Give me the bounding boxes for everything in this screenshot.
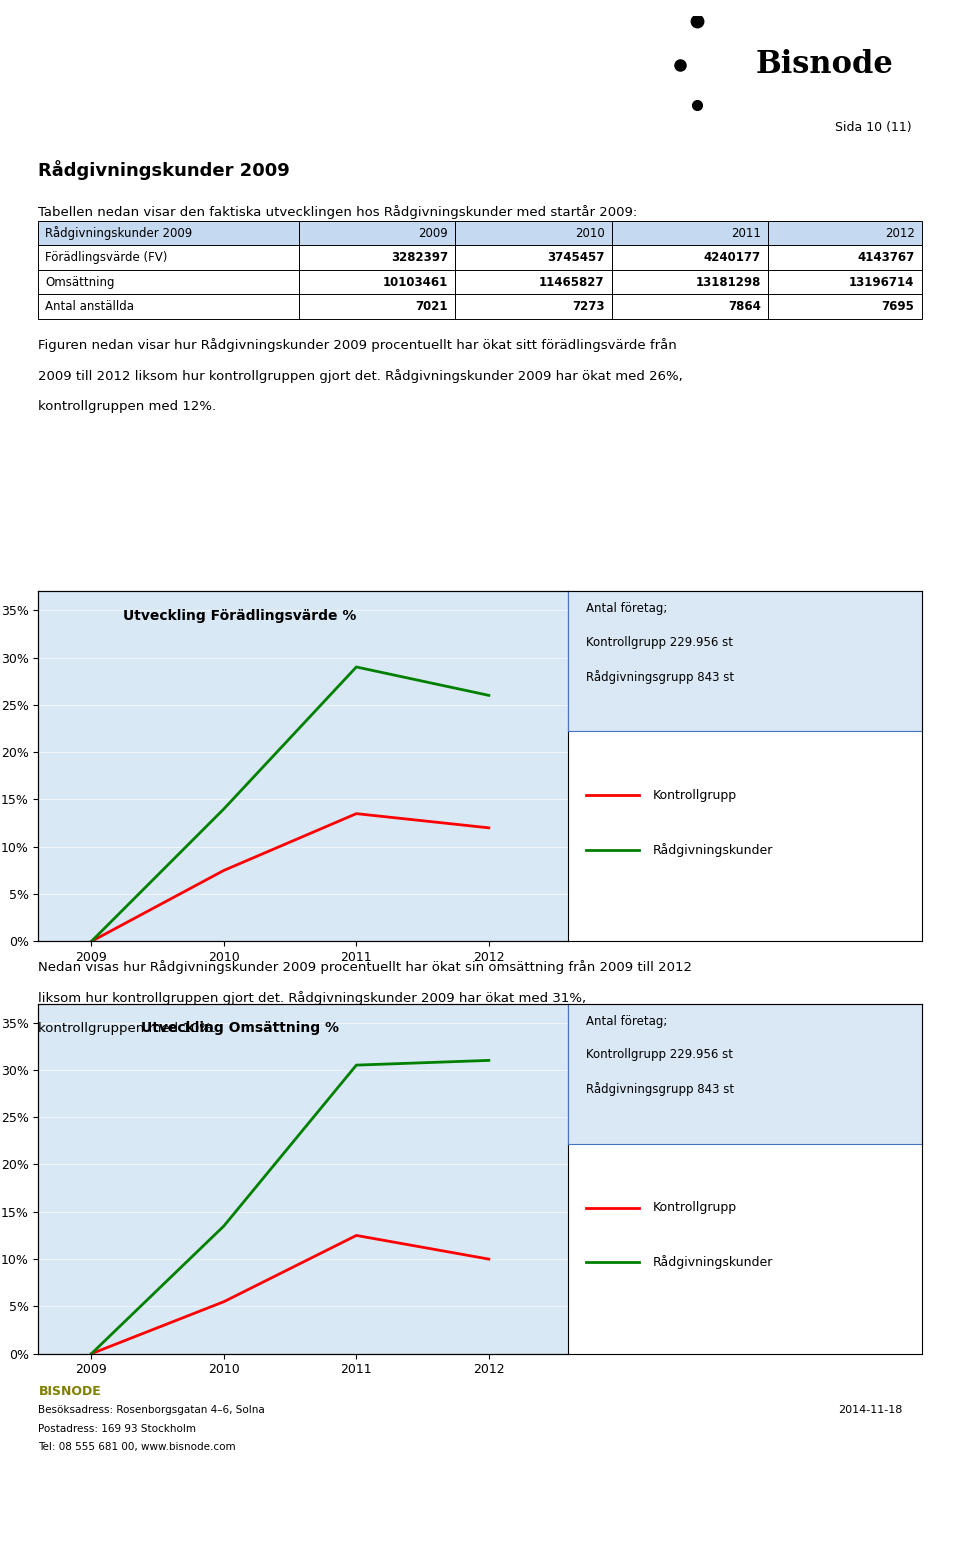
Text: liksom hur kontrollgruppen gjort det. Rådgivningskunder 2009 har ökat med 31%,: liksom hur kontrollgruppen gjort det. Rå… bbox=[38, 991, 587, 1005]
Text: Utveckling Förädlingsvärde %: Utveckling Förädlingsvärde % bbox=[123, 608, 356, 622]
Bar bbox=[455, 271, 612, 294]
Bar bbox=[768, 271, 922, 294]
Bar bbox=[299, 294, 455, 319]
Text: Utveckling Omsättning %: Utveckling Omsättning % bbox=[141, 1021, 339, 1035]
Text: Rådgivningskunder: Rådgivningskunder bbox=[653, 843, 774, 857]
Text: 2010: 2010 bbox=[575, 227, 605, 240]
Text: 10103461: 10103461 bbox=[383, 275, 448, 289]
Bar bbox=[768, 246, 922, 271]
Bar bbox=[299, 271, 455, 294]
Text: 3745457: 3745457 bbox=[547, 251, 605, 265]
Text: Postadress: 169 93 Stockholm: Postadress: 169 93 Stockholm bbox=[38, 1424, 197, 1433]
Bar bbox=[299, 221, 455, 246]
Text: BISNODE: BISNODE bbox=[38, 1385, 101, 1397]
Text: 2011: 2011 bbox=[731, 227, 761, 240]
Text: Rådgivningskunder 2009: Rådgivningskunder 2009 bbox=[38, 160, 290, 180]
Bar bbox=[612, 271, 768, 294]
Bar bbox=[612, 294, 768, 319]
Bar bbox=[768, 221, 922, 246]
Text: 2014-11-18: 2014-11-18 bbox=[838, 1405, 902, 1414]
Text: 4143767: 4143767 bbox=[857, 251, 915, 265]
Text: Antal företag;: Antal företag; bbox=[586, 602, 667, 616]
Bar bbox=[455, 294, 612, 319]
Text: Tel: 08 555 681 00, www.bisnode.com: Tel: 08 555 681 00, www.bisnode.com bbox=[38, 1442, 236, 1452]
Bar bbox=[455, 221, 612, 246]
Text: Sida 10 (11): Sida 10 (11) bbox=[835, 121, 912, 134]
Text: Kontrollgrupp 229.956 st: Kontrollgrupp 229.956 st bbox=[586, 1049, 733, 1061]
Text: Besöksadress: Rosenborgsgatan 4–6, Solna: Besöksadress: Rosenborgsgatan 4–6, Solna bbox=[38, 1405, 265, 1414]
Text: Figuren nedan visar hur Rådgivningskunder 2009 procentuellt har ökat sitt förädl: Figuren nedan visar hur Rådgivningskunde… bbox=[38, 338, 677, 352]
Bar bbox=[38, 221, 299, 246]
Bar bbox=[38, 294, 299, 319]
Text: Rådgivningsgrupp 843 st: Rådgivningsgrupp 843 st bbox=[586, 669, 734, 683]
Text: 2009: 2009 bbox=[419, 227, 448, 240]
Bar bbox=[299, 246, 455, 271]
Text: 7864: 7864 bbox=[728, 300, 761, 313]
Text: kontrollgruppen med 12%.: kontrollgruppen med 12%. bbox=[38, 400, 217, 412]
Text: 7273: 7273 bbox=[572, 300, 605, 313]
Text: 3282397: 3282397 bbox=[391, 251, 448, 265]
Text: 11465827: 11465827 bbox=[539, 275, 605, 289]
Bar bbox=[612, 246, 768, 271]
Text: Kontrollgrupp: Kontrollgrupp bbox=[653, 1201, 737, 1214]
Text: Bisnode: Bisnode bbox=[756, 50, 894, 79]
Text: 7695: 7695 bbox=[881, 300, 915, 313]
Text: kontrollgruppen med 10%.: kontrollgruppen med 10%. bbox=[38, 1022, 216, 1035]
Text: Rådgivningskunder: Rådgivningskunder bbox=[653, 1256, 774, 1270]
Bar bbox=[38, 246, 299, 271]
Text: 7021: 7021 bbox=[416, 300, 448, 313]
Text: Nedan visas hur Rådgivningskunder 2009 procentuellt har ökat sin omsättning från: Nedan visas hur Rådgivningskunder 2009 p… bbox=[38, 960, 692, 974]
Bar bbox=[455, 246, 612, 271]
Text: Omsättning: Omsättning bbox=[45, 275, 115, 289]
Text: 2009 till 2012 liksom hur kontrollgruppen gjort det. Rådgivningskunder 2009 har : 2009 till 2012 liksom hur kontrollgruppe… bbox=[38, 369, 684, 383]
Text: Tabellen nedan visar den faktiska utvecklingen hos Rådgivningskunder med startår: Tabellen nedan visar den faktiska utveck… bbox=[38, 205, 637, 219]
Text: Antal företag;: Antal företag; bbox=[586, 1015, 667, 1029]
Text: 2012: 2012 bbox=[885, 227, 915, 240]
Bar bbox=[612, 221, 768, 246]
Text: 13181298: 13181298 bbox=[695, 275, 761, 289]
Text: Kontrollgrupp 229.956 st: Kontrollgrupp 229.956 st bbox=[586, 636, 733, 649]
Text: Förädlingsvärde (FV): Förädlingsvärde (FV) bbox=[45, 251, 168, 265]
Bar bbox=[768, 294, 922, 319]
Text: Kontrollgrupp: Kontrollgrupp bbox=[653, 789, 737, 801]
Text: Antal anställda: Antal anställda bbox=[45, 300, 134, 313]
Bar bbox=[38, 271, 299, 294]
Text: Rådgivningsgrupp 843 st: Rådgivningsgrupp 843 st bbox=[586, 1081, 734, 1095]
Text: Rådgivningskunder 2009: Rådgivningskunder 2009 bbox=[45, 226, 193, 240]
Text: 4240177: 4240177 bbox=[704, 251, 761, 265]
Text: 13196714: 13196714 bbox=[850, 275, 915, 289]
